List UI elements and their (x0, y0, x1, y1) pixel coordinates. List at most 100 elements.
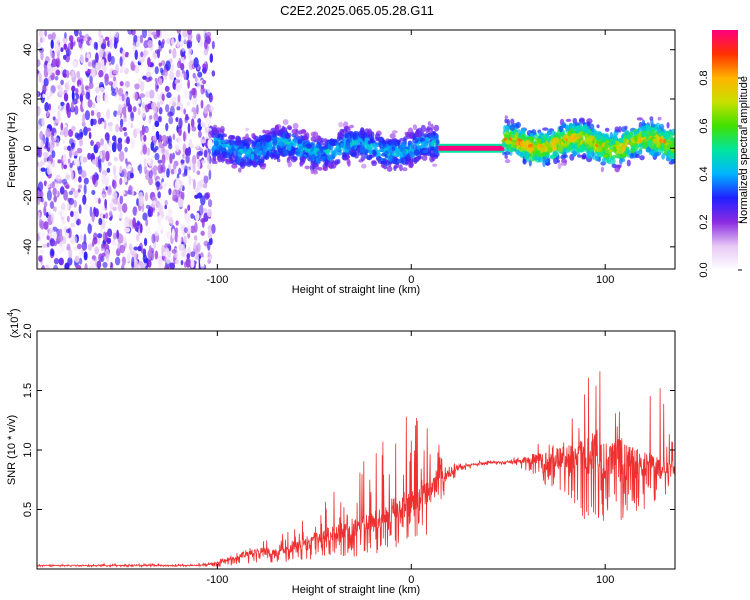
spectrogram-cell (121, 106, 127, 115)
spectrogram-cell (329, 159, 335, 164)
spectrogram-cell (351, 145, 356, 150)
spectrogram-cell (591, 128, 595, 133)
spectrogram-cell (285, 133, 291, 139)
spectrogram-cell (217, 133, 223, 138)
spectrogram-cell (545, 142, 552, 148)
spectrogram-cell (67, 158, 71, 164)
spectrogram-cell (399, 164, 403, 172)
spectrogram-cell (338, 121, 343, 128)
spectrogram-cell (110, 55, 115, 65)
spectrogram-cell (125, 136, 130, 145)
spectrogram-cell (148, 259, 152, 268)
spectrogram-cell (203, 175, 209, 184)
spectrogram-cell (112, 191, 118, 200)
spectrogram-cell (138, 163, 143, 175)
spectrogram-cell (65, 231, 69, 238)
spectrogram-cell (37, 198, 41, 206)
spectrogram-cell (670, 159, 675, 164)
spectrogram-cell (195, 33, 201, 42)
spectrogram-cell (360, 152, 365, 157)
spectrogram-cell (85, 215, 89, 226)
spectrogram-cell (121, 203, 128, 213)
spectrogram-cell (109, 39, 113, 49)
spectrogram-cell (185, 257, 191, 268)
spectrogram-cell (640, 131, 647, 137)
spectrogram-cell (260, 158, 265, 164)
y-tick-label: 1.5 (22, 383, 34, 398)
spectrogram-cell (116, 110, 121, 116)
spectrogram-cell (616, 164, 622, 168)
spectrogram-cell (369, 136, 375, 143)
spectrogram-cell (90, 110, 95, 117)
spectrogram-cell (653, 152, 660, 157)
spectrogram-cell (128, 104, 133, 113)
spectrogram-cell (203, 39, 208, 50)
spectrogram-cell (143, 40, 149, 49)
spectrogram-cell (47, 209, 52, 216)
spectrogram-cell (207, 251, 211, 258)
spectrogram-cell (97, 117, 101, 125)
spectrogram-cell (610, 155, 615, 161)
spectrogram-cell (156, 101, 161, 109)
colorbar-tick-label: 0.2 (698, 214, 710, 229)
spectrogram-cell (202, 63, 207, 70)
spectrogram-cell (44, 60, 49, 66)
spectrogram-cell (171, 228, 175, 239)
spectrogram-cell (427, 127, 433, 134)
spectrogram-cell (504, 158, 511, 164)
spectrogram-cell (376, 149, 381, 154)
y-tick-label: 20 (22, 93, 34, 105)
spectrogram-cell (67, 145, 72, 151)
spectrogram-y-ticks: -40 -20 0 20 40 (22, 44, 675, 255)
spectrogram-cell (200, 195, 206, 206)
spectrogram-cell (203, 106, 208, 115)
spectrogram-cell (89, 39, 94, 45)
spectrogram-cell (98, 48, 104, 59)
spectrogram-cell (121, 168, 127, 178)
spectrogram-cell (240, 160, 247, 166)
spectrogram-cell (415, 156, 421, 162)
spectrogram-cell (122, 221, 126, 227)
spectrogram-cell (158, 40, 161, 46)
spectrogram-cell (208, 169, 212, 180)
spectrogram-cell (670, 152, 675, 157)
spectrogram-cell (664, 134, 670, 141)
spectrogram-cell (302, 129, 307, 134)
spectrogram-cell (193, 235, 198, 241)
spectrogram-cell (176, 30, 182, 34)
spectrogram-cell (74, 255, 80, 263)
spectrogram-cell (200, 86, 205, 95)
spectrogram-cell (295, 148, 302, 153)
spectrogram-cell (109, 202, 114, 210)
spectrogram-cell (520, 134, 525, 141)
spectrogram-cell (127, 52, 134, 61)
spectrogram-cell (145, 226, 151, 234)
spectrogram-cell (515, 149, 520, 155)
spectrogram-cell (586, 137, 593, 145)
spectrogram-cell (194, 76, 198, 83)
spectrogram-cell (143, 157, 147, 167)
spectrogram-cell (158, 141, 163, 149)
spectrogram-cell (161, 60, 166, 66)
spectrogram-cell (77, 188, 81, 193)
spectrogram-cell (113, 40, 118, 49)
spectrogram-cell (557, 144, 564, 152)
spectrogram-cell (508, 143, 512, 148)
spectrogram-cell (192, 178, 196, 190)
spectrogram-cell (164, 149, 170, 161)
spectrogram-cell (40, 167, 46, 172)
spectrogram-cell (143, 134, 147, 142)
spectrogram-cell (37, 181, 44, 192)
spectrogram-frame (36, 29, 676, 270)
spectrogram-cell (168, 71, 175, 81)
spectrogram-cell (313, 147, 320, 152)
spectrogram-cell (429, 155, 435, 163)
colorbar-tick-label: 0.4 (698, 166, 710, 181)
spectrogram-cell (37, 142, 40, 147)
spectrogram-cell (102, 214, 106, 219)
spectrogram-cell (401, 157, 407, 166)
spectrogram-cell (151, 101, 157, 111)
spectrogram-cell (206, 31, 212, 38)
spectrogram-cell (670, 138, 675, 142)
spectrogram-cell (621, 146, 626, 152)
